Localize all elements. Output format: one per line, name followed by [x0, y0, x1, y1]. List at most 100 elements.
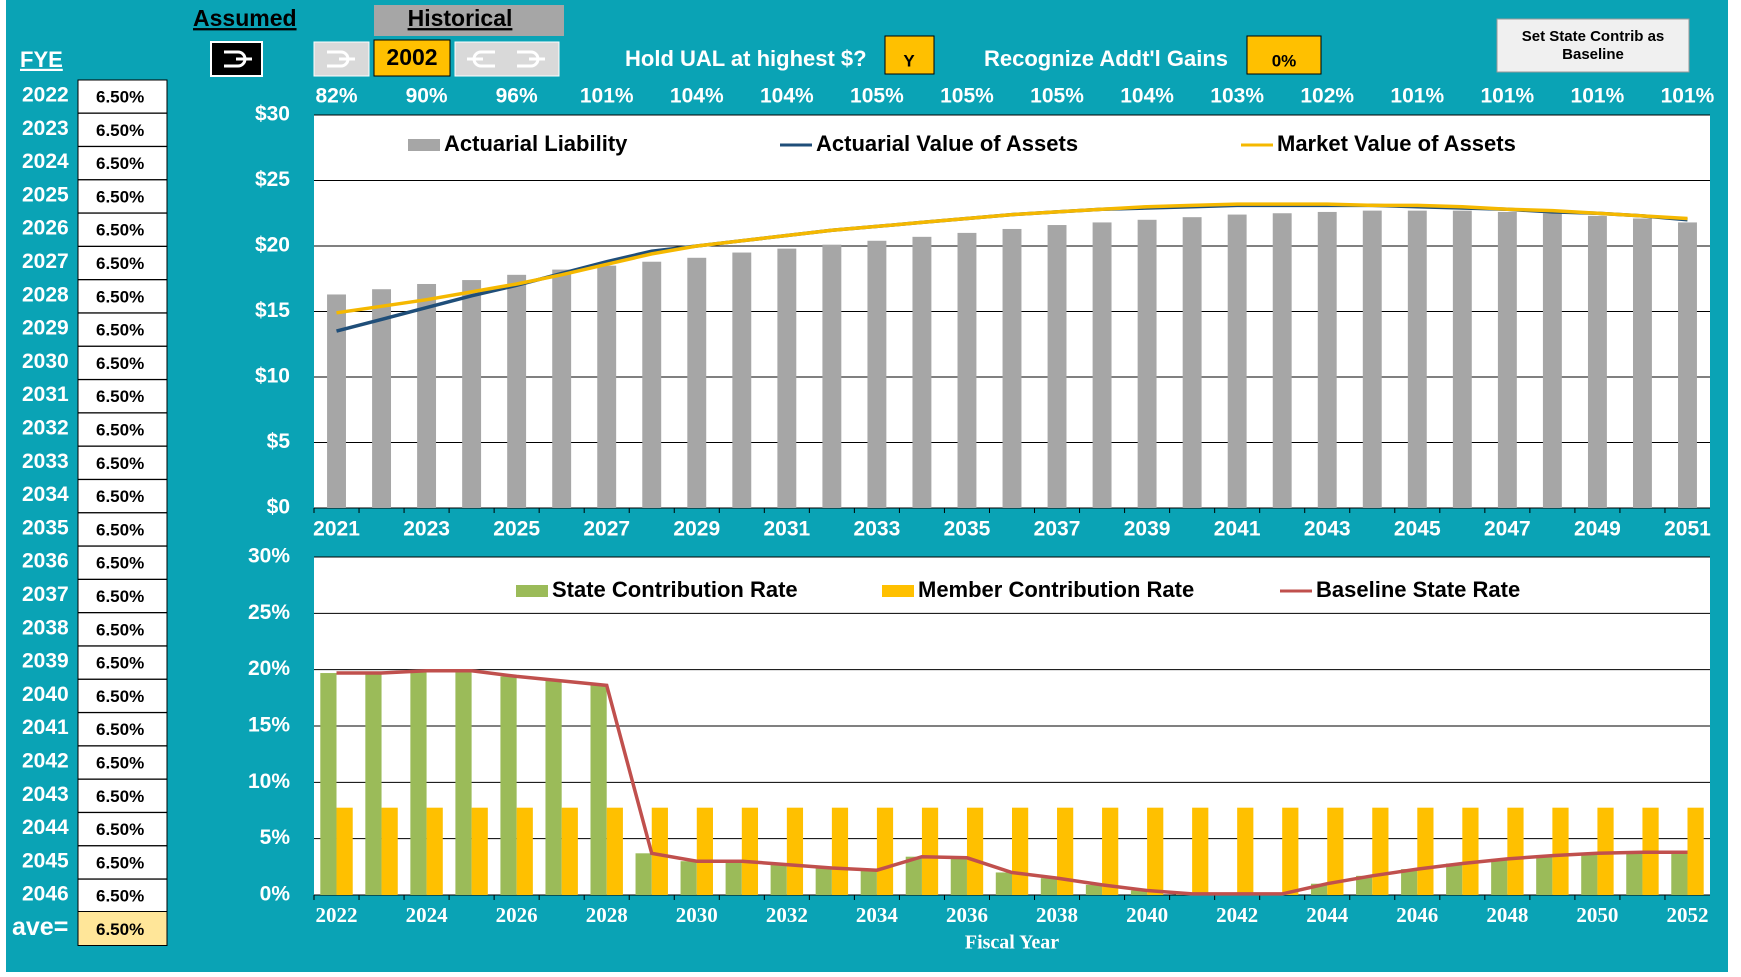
x-tick-label: 2039	[1124, 518, 1171, 541]
rate-cell	[77, 112, 168, 147]
bar	[1536, 855, 1553, 895]
hold-ual-box[interactable]	[884, 35, 935, 75]
rate-cell	[77, 812, 168, 847]
y-tick-label: 20%	[248, 657, 290, 680]
x-tick-label: 2051	[1664, 518, 1711, 541]
bar	[1581, 853, 1598, 895]
bar	[1462, 807, 1479, 895]
fye-year: 2024	[22, 150, 69, 173]
fye-year: 2035	[22, 516, 69, 539]
bar	[410, 670, 427, 895]
y-tick-label: 0%	[260, 883, 291, 906]
bar	[606, 807, 623, 895]
bar	[905, 856, 922, 895]
rate-value: 6.50%	[96, 620, 144, 639]
legend-label: Member Contribution Rate	[918, 577, 1194, 602]
x-tick-label: 2032	[766, 903, 808, 927]
baseline-button-label-box: Set State Contrib as Baseline	[1521, 27, 1665, 63]
bar	[876, 807, 894, 895]
legend-swatch	[408, 139, 440, 151]
rate-cell	[77, 678, 168, 713]
bar	[365, 673, 382, 895]
bar	[815, 867, 832, 895]
x-tick-label: 2041	[1214, 518, 1261, 541]
x-tick-label: 2034	[856, 903, 899, 927]
historical-tab-bg[interactable]	[374, 5, 564, 36]
fye-year: 2023	[22, 117, 69, 140]
bar	[1047, 225, 1067, 509]
baseline-button-label[interactable]: Set State Contrib as Baseline	[1521, 27, 1665, 63]
bar	[1272, 213, 1292, 508]
fye-year: 2046	[22, 883, 69, 906]
fye-year: 2022	[22, 84, 69, 107]
step-icon	[224, 50, 252, 68]
x-axis-title: Fiscal Year	[965, 932, 1059, 954]
rate-value: 6.50%	[96, 87, 144, 106]
rate-value: 6.50%	[96, 487, 144, 506]
bar	[1237, 807, 1254, 895]
x-tick-label: 2050	[1576, 903, 1618, 927]
bar	[1182, 217, 1202, 508]
bar	[1102, 807, 1119, 895]
funded-ratio: 105%	[1030, 85, 1084, 108]
rate-cell	[77, 579, 168, 613]
x-tick-label: 2036	[946, 903, 988, 927]
y-tick-label: $15	[255, 299, 290, 322]
rate-value: 6.50%	[96, 154, 144, 173]
x-tick-label: 2031	[763, 518, 810, 541]
bar	[1327, 807, 1344, 895]
rate-value: 6.50%	[96, 554, 144, 573]
x-tick-label: 2052	[1666, 903, 1708, 927]
fye-year: 2041	[22, 716, 69, 739]
bar	[471, 807, 488, 895]
fye-year: 2036	[22, 550, 69, 573]
bar	[552, 269, 572, 508]
funded-ratio: 101%	[580, 85, 634, 108]
arrow-icons	[467, 50, 545, 68]
historical-tab[interactable]: Historical	[408, 5, 513, 31]
rate-cell	[77, 845, 168, 880]
y-tick-label: $0	[267, 496, 290, 519]
funded-ratio: 96%	[496, 85, 538, 108]
fye-year: 2040	[22, 683, 69, 706]
rate-cell	[77, 312, 168, 347]
rate-cell	[77, 778, 168, 813]
bar	[381, 807, 398, 895]
fye-year: 2039	[22, 650, 69, 673]
bar	[725, 861, 742, 895]
x-tick-label: 2048	[1486, 903, 1528, 927]
bar	[732, 252, 752, 508]
bar	[1491, 858, 1508, 895]
bar	[770, 864, 787, 895]
bar	[1687, 807, 1704, 895]
bar	[1678, 222, 1697, 509]
bar	[590, 685, 607, 895]
x-tick-label: 2042	[1216, 903, 1258, 927]
legend-swatch	[516, 585, 548, 597]
ave-label: ave=	[12, 913, 68, 941]
fye-year: 2043	[22, 783, 69, 806]
gains-box[interactable]	[1246, 35, 1322, 75]
x-tick-label: 2021	[313, 518, 360, 541]
rate-cell	[77, 179, 168, 214]
bar	[455, 670, 472, 895]
bar	[1356, 875, 1373, 895]
x-tick-label: 2045	[1394, 518, 1441, 541]
charts: $0 $5 $10 $15 $20 $25 $30 2021 2023 2025 2027 2029 2…	[248, 85, 1715, 954]
bar	[1597, 807, 1614, 895]
bar	[831, 807, 849, 895]
bar	[966, 807, 984, 895]
rate-value: 6.50%	[96, 654, 144, 673]
year-box[interactable]	[373, 39, 451, 77]
rate-cell	[77, 279, 168, 314]
bar	[1372, 807, 1389, 895]
y-tick-label: $5	[267, 430, 291, 453]
bar	[1626, 852, 1643, 895]
legend-label: State Contribution Rate	[552, 577, 798, 602]
baseline-button[interactable]	[1496, 18, 1690, 73]
assumed-tab[interactable]: Assumed	[193, 5, 297, 31]
legend-label: Actuarial Liability	[444, 131, 628, 156]
bar	[500, 676, 517, 895]
bar	[1002, 228, 1022, 508]
step-button[interactable]	[210, 41, 263, 77]
